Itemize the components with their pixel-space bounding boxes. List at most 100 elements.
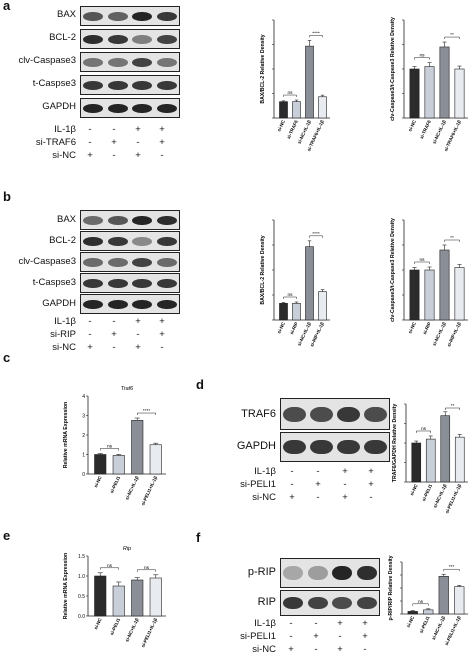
bar <box>131 579 144 617</box>
y-tick-label: 0 <box>82 472 85 478</box>
chart-b-caspase: clv-Caspase3/t-Caspase3 Relative Density… <box>390 218 468 348</box>
bar <box>318 96 327 119</box>
treatment-sign: - <box>314 644 318 655</box>
bar <box>292 101 301 119</box>
blot-label: t-Caspse3 <box>32 277 76 288</box>
bar <box>407 611 418 615</box>
blot-band <box>156 11 177 21</box>
significance-label: ns <box>107 445 113 450</box>
y-tick-label: 2 <box>82 433 85 439</box>
treatment-label: si-NC <box>52 342 76 353</box>
treatment-label: si-RIP <box>50 329 76 340</box>
blot-band <box>83 236 104 246</box>
treatment-sign: - <box>136 137 140 148</box>
treatment-sign: - <box>316 466 320 477</box>
x-tick-label: si-PELI1 <box>109 475 121 494</box>
bar <box>454 68 465 119</box>
significance-bracket <box>444 239 460 242</box>
treatment-sign: - <box>314 618 318 629</box>
significance-label: ns <box>287 293 293 298</box>
bar <box>425 438 436 483</box>
blot-band <box>156 299 177 309</box>
treatment-sign: - <box>316 492 320 503</box>
blot-band <box>132 215 153 225</box>
x-tick-label: si-NC+IL-1β <box>432 119 447 145</box>
x-tick-label: si-RIP+IL-1β <box>309 321 325 347</box>
blot-label: GAPDH <box>236 440 276 452</box>
x-tick-label: si-PELI1+IL-1β <box>444 483 462 514</box>
treatment-sign: + <box>337 618 343 629</box>
y-axis-label: Relative mRNA Expression <box>63 553 69 619</box>
y-tick-label: 1.0 <box>78 574 85 580</box>
bar <box>454 436 465 483</box>
significance-bracket <box>309 235 323 238</box>
blot-band <box>283 597 304 609</box>
x-tick-label: si-RIP <box>289 321 299 335</box>
treatment-sign: + <box>368 466 374 477</box>
x-tick-label: si-RIP <box>422 321 432 335</box>
bar <box>439 46 450 119</box>
treatment-sign: - <box>369 492 373 503</box>
blot-strip <box>80 75 180 95</box>
blot-label: GAPDH <box>42 298 76 309</box>
significance-label: ns <box>421 427 427 432</box>
treatment-sign: - <box>88 137 92 148</box>
bar <box>424 66 435 119</box>
blot-band <box>83 299 104 309</box>
blot-strip <box>80 231 180 251</box>
blot-label: BCL-2 <box>49 32 76 43</box>
treatment-sign: + <box>87 342 93 353</box>
treatment-sign: - <box>112 124 116 135</box>
blot-strip <box>280 432 390 462</box>
blot-label: RIP <box>257 596 276 608</box>
significance-label: ns <box>419 54 425 59</box>
bar <box>305 45 314 119</box>
blot-label: BAX <box>56 9 76 20</box>
blot-band <box>132 278 153 288</box>
treatment-sign: - <box>160 342 164 353</box>
x-tick-label: si-NC <box>406 615 416 629</box>
treatment-sign: + <box>313 631 319 642</box>
blot-band <box>132 236 153 246</box>
bar <box>454 586 465 615</box>
bar <box>424 269 435 321</box>
panel-letter-a: a <box>3 0 11 13</box>
significance-bracket <box>100 448 119 451</box>
panel-letter-d: d <box>196 377 204 392</box>
y-axis-label: BAX/BCL-2 Relative Density <box>260 235 266 304</box>
bar <box>131 420 144 475</box>
treatment-label: si-NC <box>252 492 276 503</box>
x-tick-label: si-PELI1 <box>109 617 121 636</box>
treatment-label: si-NC <box>52 150 76 161</box>
significance-bracket <box>137 412 156 416</box>
y-tick-label: 4 <box>82 394 85 400</box>
blot-band <box>310 406 333 422</box>
blot-band <box>132 103 153 113</box>
significance-bracket <box>137 569 156 572</box>
significance-label: ns <box>144 566 150 571</box>
blot-band <box>283 406 306 422</box>
treatment-label: si-PELI1 <box>240 631 276 642</box>
blot-band <box>132 34 153 44</box>
treatment-label: IL-1β <box>254 466 276 477</box>
x-tick-label: si-NC <box>276 119 286 133</box>
chart-c-traf6: Traf6 Relative mRNA Expression 0 1 2 3 4 si-NC s… <box>63 386 166 506</box>
significance-bracket <box>416 430 431 433</box>
bar <box>279 303 288 321</box>
x-tick-label: si-NC+IL-1β <box>124 475 139 501</box>
blot-strip <box>80 294 180 314</box>
blot-band <box>132 257 153 267</box>
x-tick-label: si-NC <box>409 483 419 497</box>
y-tick-label: 0.0 <box>78 614 85 620</box>
significance-label: ** <box>450 235 454 241</box>
treatment-sign: + <box>135 342 141 353</box>
bar <box>439 249 450 321</box>
blot-strip <box>80 52 180 72</box>
bar <box>112 455 125 475</box>
x-tick-label: si-NC <box>93 475 103 489</box>
treatment-sign: + <box>315 479 321 490</box>
treatment-label: si-TRAF6 <box>35 137 76 148</box>
y-tick-label: 0.5 <box>78 594 85 600</box>
x-tick-label: si-TRAF6 <box>286 119 299 140</box>
significance-label: ** <box>451 403 455 409</box>
